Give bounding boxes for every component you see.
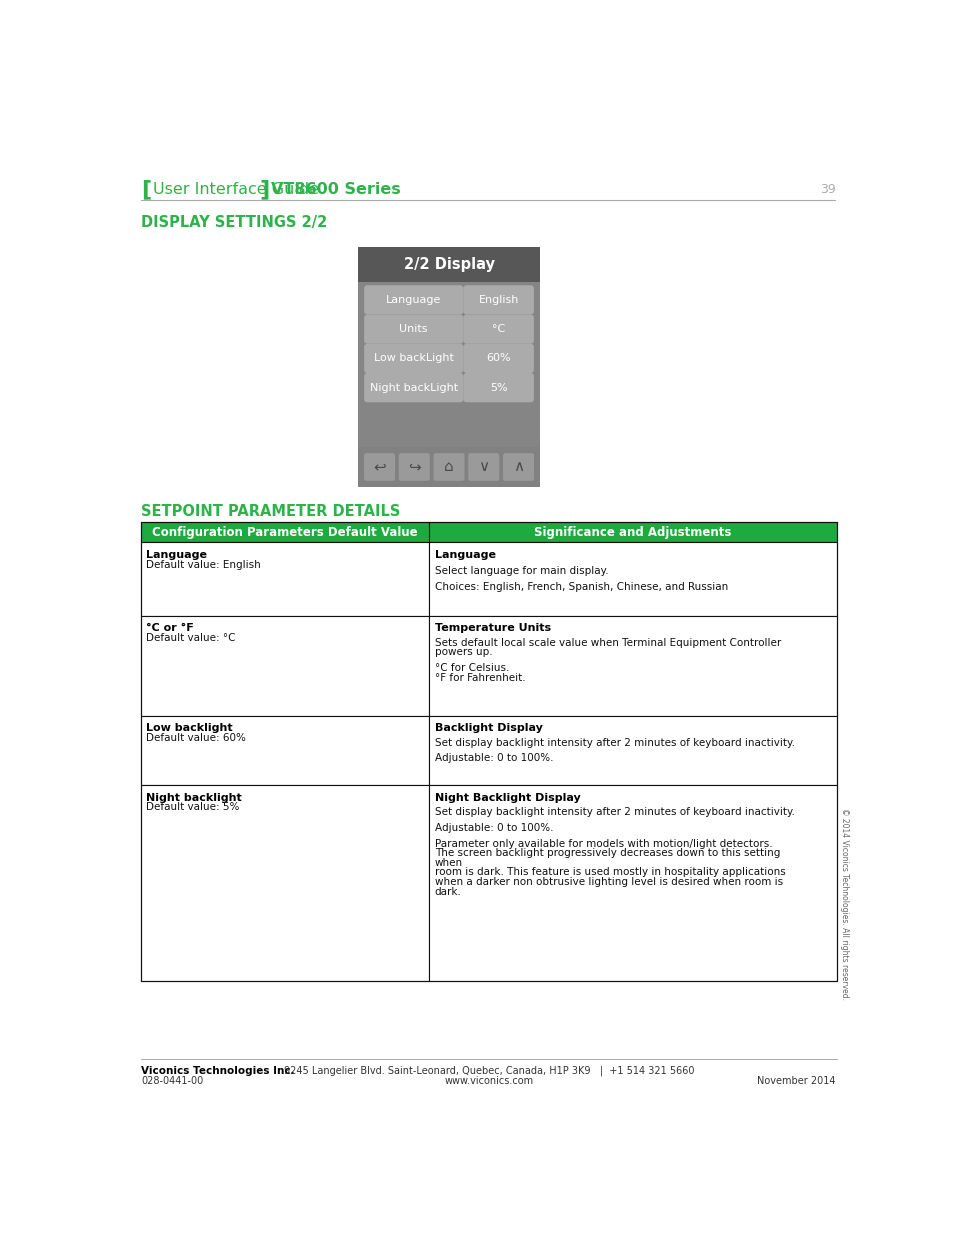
Text: Night backlight: Night backlight [146, 793, 242, 803]
Text: Configuration Parameters Default Value: Configuration Parameters Default Value [152, 526, 417, 538]
Text: Adjustable: 0 to 100%.: Adjustable: 0 to 100%. [435, 823, 553, 832]
Text: © 2014 Viconics Technologies. All rights reserved.: © 2014 Viconics Technologies. All rights… [840, 809, 848, 1000]
FancyBboxPatch shape [364, 453, 395, 480]
Text: Temperature Units: Temperature Units [435, 624, 550, 634]
Text: Night backLight: Night backLight [370, 383, 457, 393]
FancyBboxPatch shape [364, 315, 463, 343]
Text: Default value: 60%: Default value: 60% [146, 734, 246, 743]
Text: ]: ] [259, 180, 270, 200]
Bar [429, 716, 836, 785]
Text: 5%: 5% [489, 383, 507, 393]
Text: Backlight Display: Backlight Display [435, 724, 542, 734]
FancyBboxPatch shape [502, 453, 534, 480]
Text: °C: °C [492, 324, 505, 335]
FancyBboxPatch shape [398, 453, 429, 480]
Text: °F for Fahrenheit.: °F for Fahrenheit. [435, 673, 525, 683]
Text: VT8600 Series: VT8600 Series [271, 183, 400, 198]
Bar [429, 785, 836, 982]
FancyBboxPatch shape [463, 343, 534, 373]
Text: Default value: 5%: Default value: 5% [146, 803, 239, 813]
Text: DISPLAY SETTINGS 2/2: DISPLAY SETTINGS 2/2 [141, 215, 327, 231]
Text: ∨: ∨ [477, 459, 489, 474]
FancyBboxPatch shape [468, 453, 498, 480]
Text: Choices: English, French, Spanish, Chinese, and Russian: Choices: English, French, Spanish, Chine… [435, 582, 727, 592]
Text: Set display backlight intensity after 2 minutes of keyboard inactivity.: Set display backlight intensity after 2 … [435, 806, 794, 816]
Text: Sets default local scale value when Terminal Equipment Controller: Sets default local scale value when Term… [435, 637, 781, 647]
Text: Language: Language [386, 295, 441, 305]
Bar [141, 716, 429, 785]
FancyBboxPatch shape [463, 315, 534, 343]
Text: 9245 Langelier Blvd. Saint-Leonard, Quebec, Canada, H1P 3K9   |  +1 514 321 5660: 9245 Langelier Blvd. Saint-Leonard, Queb… [283, 1066, 694, 1076]
Text: Viconics Technologies Inc.: Viconics Technologies Inc. [141, 1066, 294, 1076]
Text: ↩: ↩ [373, 459, 386, 474]
Text: 39: 39 [819, 183, 835, 196]
Text: Default value: English: Default value: English [146, 559, 261, 569]
Bar [429, 615, 836, 716]
Bar [141, 522, 836, 982]
FancyBboxPatch shape [364, 285, 463, 315]
FancyBboxPatch shape [433, 453, 464, 480]
Bar [141, 785, 429, 982]
Text: Units: Units [399, 324, 428, 335]
FancyBboxPatch shape [364, 343, 463, 373]
Text: powers up.: powers up. [435, 647, 492, 657]
Text: 60%: 60% [486, 353, 511, 363]
Text: Language: Language [146, 550, 207, 561]
FancyBboxPatch shape [463, 373, 534, 403]
Text: Low backlight: Low backlight [146, 724, 233, 734]
Bar [141, 615, 429, 716]
Bar [357, 247, 539, 282]
FancyBboxPatch shape [463, 285, 534, 315]
Bar [429, 522, 836, 542]
Text: when a darker non obtrusive lighting level is desired when room is: when a darker non obtrusive lighting lev… [435, 877, 782, 887]
Text: Significance and Adjustments: Significance and Adjustments [534, 526, 731, 538]
Bar [141, 542, 429, 615]
Text: Night Backlight Display: Night Backlight Display [435, 793, 579, 803]
Text: ⌂: ⌂ [444, 459, 454, 474]
Text: °C for Celsius.: °C for Celsius. [435, 663, 509, 673]
Text: Language: Language [435, 550, 496, 561]
Text: Default value: °C: Default value: °C [146, 632, 235, 643]
Text: SETPOINT PARAMETER DETAILS: SETPOINT PARAMETER DETAILS [141, 504, 400, 519]
Text: ↪: ↪ [408, 459, 420, 474]
Text: dark.: dark. [435, 887, 461, 897]
Text: ∧: ∧ [513, 459, 523, 474]
Text: 028-0441-00: 028-0441-00 [141, 1077, 203, 1087]
Text: Parameter only available for models with motion/light detectors.: Parameter only available for models with… [435, 839, 772, 848]
Bar [357, 447, 539, 487]
FancyBboxPatch shape [364, 373, 463, 403]
Bar [429, 542, 836, 615]
Text: The screen backlight progressively decreases down to this setting: The screen backlight progressively decre… [435, 848, 780, 858]
Text: English: English [477, 295, 518, 305]
Text: www.viconics.com: www.viconics.com [444, 1077, 533, 1087]
Text: 2/2 Display: 2/2 Display [403, 257, 494, 272]
Text: Set display backlight intensity after 2 minutes of keyboard inactivity.: Set display backlight intensity after 2 … [435, 737, 794, 747]
Bar [141, 522, 429, 542]
Text: User Interface Guide: User Interface Guide [153, 183, 319, 198]
Text: °C or °F: °C or °F [146, 624, 193, 634]
Text: Adjustable: 0 to 100%.: Adjustable: 0 to 100%. [435, 753, 553, 763]
Bar [141, 522, 836, 542]
Text: [: [ [141, 180, 151, 200]
Bar [357, 247, 539, 487]
Text: room is dark. This feature is used mostly in hospitality applications: room is dark. This feature is used mostl… [435, 867, 784, 877]
Text: when: when [435, 858, 462, 868]
Text: November 2014: November 2014 [756, 1077, 835, 1087]
Text: Select language for main display.: Select language for main display. [435, 566, 608, 576]
Text: Low backLight: Low backLight [374, 353, 454, 363]
